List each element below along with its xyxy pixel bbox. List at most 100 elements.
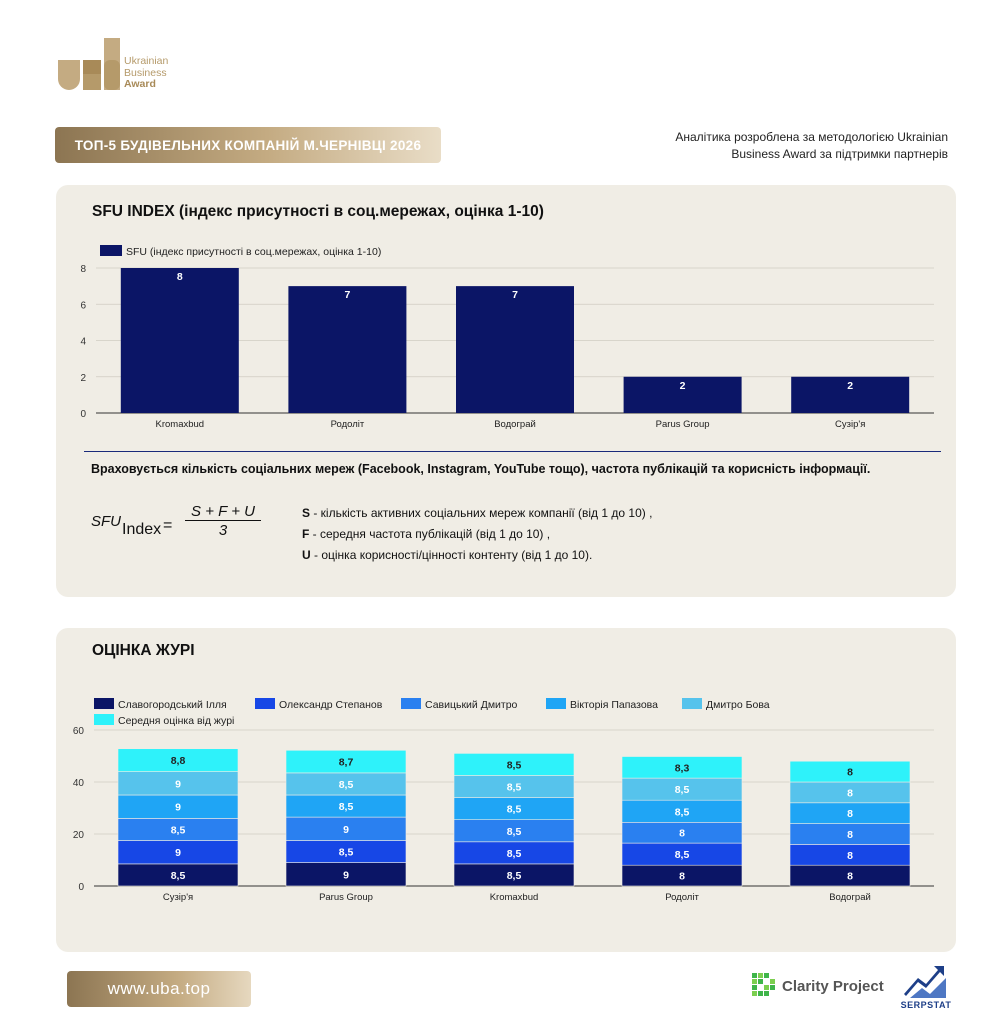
definition-u: U - оцінка корисності/цінності контенту … (302, 548, 593, 562)
segment-value-label: 8 (679, 871, 685, 883)
bar-value-label: 2 (680, 380, 686, 392)
clarity-project-logo: Clarity Project (752, 971, 884, 1001)
y-tick-label: 0 (78, 882, 84, 893)
formula-numerator: S + F + U (185, 503, 261, 521)
segment-value-label: 8 (847, 787, 853, 799)
definition-f: F - середня частота публікацій (від 1 до… (302, 527, 551, 541)
serpstat-logo: SERPSTAT (900, 964, 952, 1014)
x-tick-label: Водограй (494, 419, 536, 430)
segment-value-label: 8 (679, 828, 685, 840)
logo-line-1: Ukrainian (124, 55, 169, 67)
y-tick-label: 2 (80, 373, 86, 384)
ukrainian-business-award-logo (58, 38, 120, 90)
x-tick-label: Parus Group (319, 892, 373, 903)
legend-swatch (94, 698, 114, 709)
methodology-note-line-2: Business Award за підтримки партнерів (731, 147, 948, 161)
bar (288, 286, 407, 413)
segment-value-label: 8 (847, 871, 853, 883)
legend-swatch (546, 698, 566, 709)
formula-lhs: SFU (91, 513, 121, 530)
segment-value-label: 8,3 (675, 762, 690, 774)
segment-value-label: 8,7 (339, 757, 354, 769)
segment-value-label: 8 (847, 767, 853, 779)
segment-value-label: 8,5 (675, 784, 690, 796)
legend-label: SFU (індекс присутності в соц.мережах, о… (126, 246, 381, 258)
y-tick-label: 40 (73, 778, 85, 789)
y-tick-label: 60 (73, 726, 85, 737)
segment-value-label: 9 (175, 847, 181, 859)
x-tick-label: Parus Group (656, 419, 710, 430)
segment-value-label: 8,5 (507, 759, 522, 771)
segment-value-label: 8,5 (339, 779, 354, 791)
segment-value-label: 8 (847, 829, 853, 841)
legend-label: Середня оцінка від журі (118, 715, 234, 727)
bar (623, 376, 742, 413)
methodology-note-line-1: Аналітика розроблена за методологією Ukr… (675, 130, 948, 144)
stacked-bar-segment (789, 760, 911, 783)
logo-line-3: Award (124, 78, 156, 90)
bar (791, 376, 910, 413)
website-link[interactable]: www.uba.top (67, 971, 251, 1007)
y-tick-label: 6 (80, 300, 86, 311)
formula-subscript: Index (122, 521, 162, 538)
legend-label: Вікторія Папазова (570, 699, 658, 711)
serpstat-label: SERPSTAT (900, 1000, 952, 1010)
legend-swatch (100, 245, 122, 256)
formula-equals: = (163, 517, 173, 534)
x-tick-label: Родоліт (665, 892, 699, 903)
bar (120, 268, 239, 413)
segment-value-label: 8,5 (339, 847, 354, 859)
segment-value-label: 9 (343, 869, 349, 881)
legend-label: Олександр Степанов (279, 699, 383, 711)
segment-value-label: 8,5 (675, 849, 690, 861)
bar-value-label: 7 (512, 289, 518, 301)
formula-definitions: S - кількість активних соціальних мереж … (302, 503, 652, 566)
x-tick-label: Kromaxbud (490, 892, 539, 903)
segment-value-label: 8,5 (507, 826, 522, 838)
legend-swatch (401, 698, 421, 709)
clarity-project-label: Clarity Project (782, 977, 884, 995)
bar-value-label: 8 (177, 271, 183, 283)
bar-value-label: 2 (847, 380, 853, 392)
segment-value-label: 8,5 (507, 804, 522, 816)
segment-value-label: 9 (175, 778, 181, 790)
legend-swatch (682, 698, 702, 709)
y-tick-label: 20 (73, 830, 85, 841)
legend-label: Савицький Дмитро (425, 699, 518, 711)
bar-value-label: 7 (344, 289, 350, 301)
x-tick-label: Сузір'я (163, 892, 193, 903)
stacked-bar-segment (285, 749, 407, 774)
y-tick-label: 0 (80, 409, 86, 420)
sfu-title: SFU INDEX (індекс присутності в соц.мере… (92, 203, 544, 220)
segment-value-label: 8,5 (675, 806, 690, 818)
y-tick-label: 8 (80, 264, 86, 275)
stacked-bar-segment (621, 756, 743, 779)
formula-denominator: 3 (218, 522, 228, 539)
segment-value-label: 8,8 (171, 755, 186, 767)
page-title: ТОП-5 БУДІВЕЛЬНИХ КОМПАНІЙ М.ЧЕРНІВЦІ 20… (55, 127, 441, 163)
sfu-note: Враховується кількість соціальних мереж … (91, 462, 871, 476)
sfu-chart: SFU (індекс присутності в соц.мережах, о… (80, 245, 934, 430)
divider (84, 451, 941, 452)
segment-value-label: 8,5 (339, 801, 354, 813)
segment-value-label: 8,5 (507, 848, 522, 860)
bar (456, 286, 574, 413)
x-tick-label: Водограй (829, 892, 871, 903)
legend-label: Дмитро Бова (706, 699, 770, 711)
segment-value-label: 8,5 (507, 870, 522, 882)
segment-value-label: 8,5 (507, 782, 522, 794)
segment-value-label: 8,5 (171, 870, 186, 882)
legend-label: Славогородський Ілля (118, 699, 227, 711)
stacked-bar-segment (117, 748, 239, 772)
stacked-bar-segment (453, 753, 575, 776)
methodology-note: Аналітика розроблена за методологією Ukr… (618, 129, 948, 163)
jury-panel: ОЦІНКА ЖУРІ Славогородський Ілля Олександ… (56, 628, 956, 952)
sfu-formula: SFU Index = S + F + U 3 (91, 503, 291, 543)
y-tick-label: 4 (80, 337, 86, 348)
segment-value-label: 8 (847, 850, 853, 862)
segment-value-label: 9 (343, 824, 349, 836)
jury-chart: Славогородський Ілля Олександр Степанов Са… (73, 698, 934, 903)
legend-swatch (255, 698, 275, 709)
jury-title: ОЦІНКА ЖУРІ (92, 642, 195, 659)
x-tick-label: Сузір'я (835, 419, 865, 430)
